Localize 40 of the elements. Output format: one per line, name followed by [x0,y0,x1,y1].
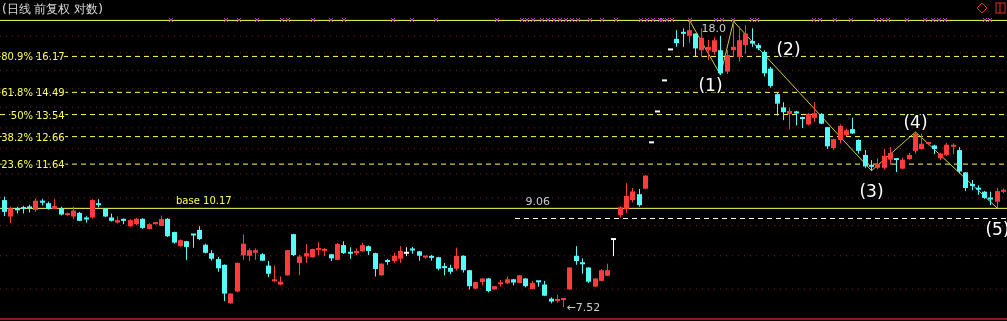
candlestick [699,27,704,58]
candlestick [894,158,899,173]
annotation: 18.0 [701,22,726,36]
candlestick [611,238,616,257]
candlestick [787,106,792,130]
annotation: (3) [859,180,884,201]
annotation: (4) [903,111,928,132]
y-tick-label: 11.64 [36,159,65,171]
y-tick-label: 16.17 [36,51,65,63]
candlestick [348,246,353,260]
candlestick [963,171,968,192]
candlestick [165,217,170,238]
candlestick [725,49,730,75]
annotation: 61.8% [1,87,33,99]
candlestick [750,27,755,48]
y-tick-label: 12.66 [36,131,65,143]
y-tick-label: 13.54 [36,109,65,121]
candlestick [681,27,686,48]
annotation: 23.6% [1,159,33,171]
candlestick [297,254,302,276]
candlestick [693,32,698,57]
candlestick [775,92,780,117]
candlestick [567,266,572,291]
chart-title: (日线 前复权 对数) [2,2,103,16]
candlestick [90,198,95,219]
candlestick [574,245,579,266]
candlestick [718,35,723,76]
annotation: ←7.52 [566,301,601,315]
annotation: 38.2% [1,131,33,143]
annotation: 50% [10,109,33,121]
annotation: (2) [776,39,801,60]
candlestick [454,247,459,272]
candlestick [957,146,962,174]
candlestick [2,196,7,217]
ref-line-label: base 10.17 [176,195,232,207]
y-tick-label: 14.49 [36,87,65,99]
annotation: 9.06 [525,195,550,209]
candlestick [580,257,585,275]
annotation: 80.9% [1,51,33,63]
annotation: (1) [698,74,723,95]
